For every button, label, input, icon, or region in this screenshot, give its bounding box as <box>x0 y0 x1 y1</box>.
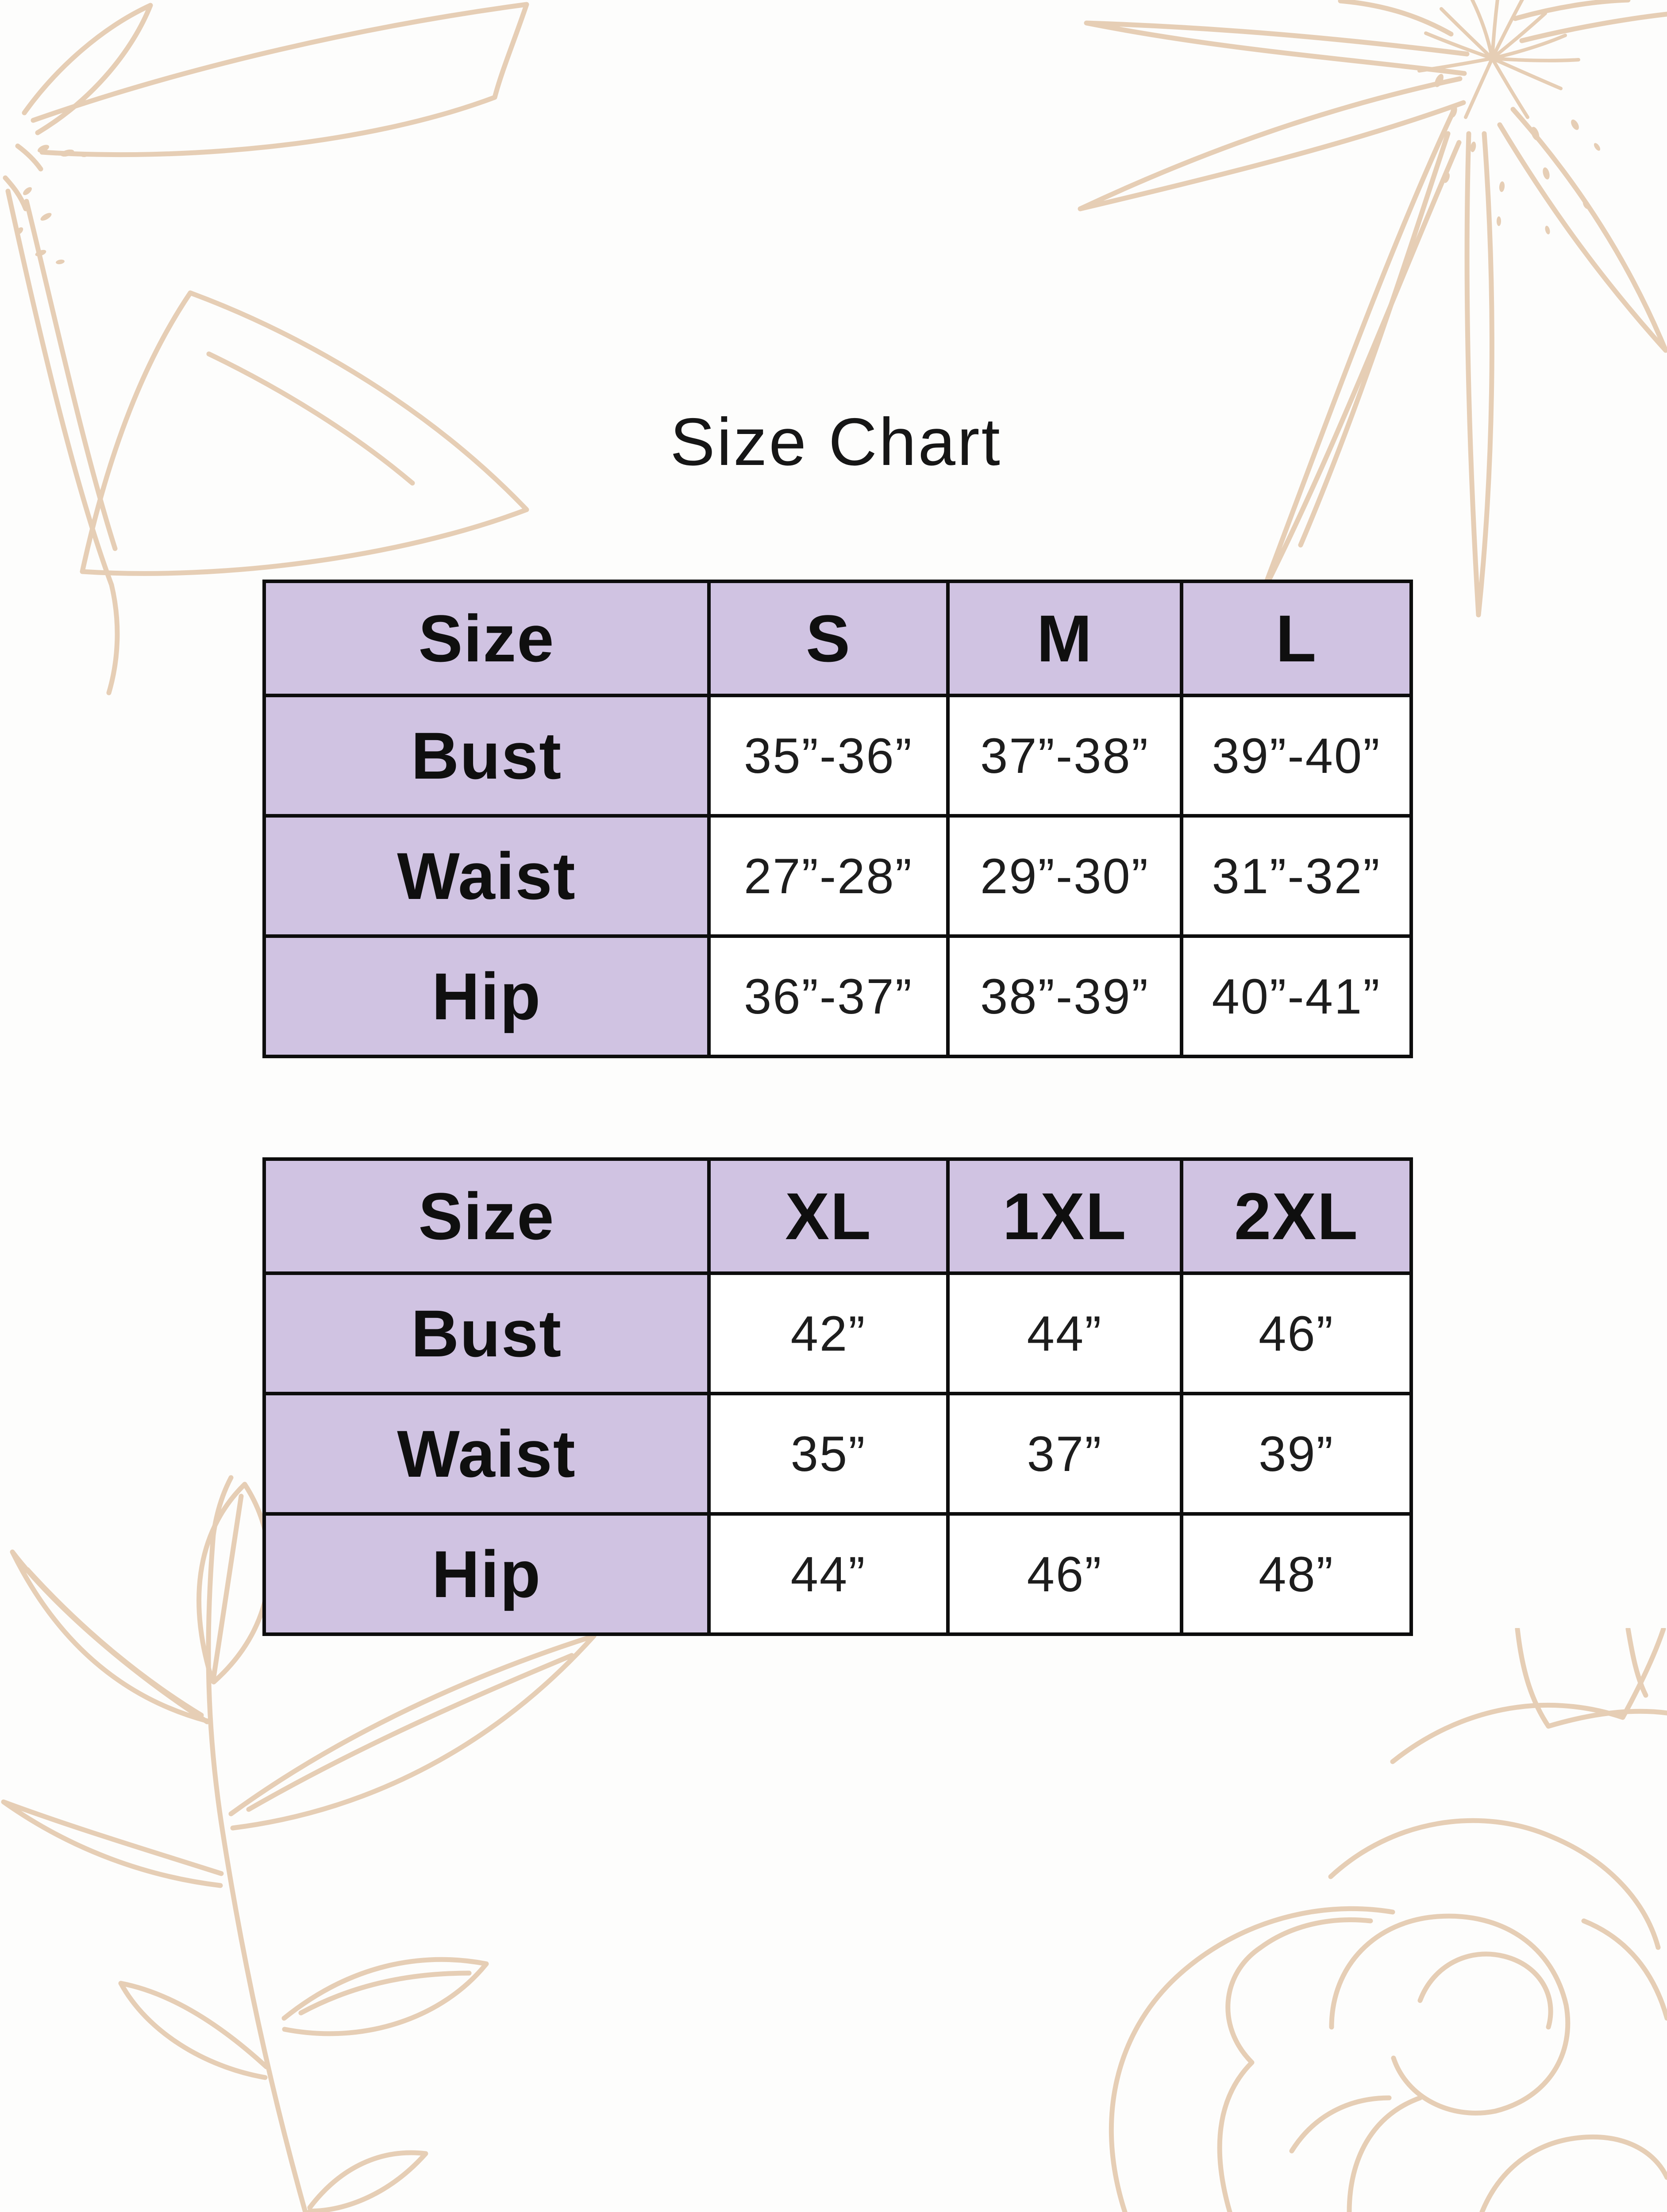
t2-waist-label: Waist <box>262 1392 711 1516</box>
t2-hip-1xl: 46” <box>946 1512 1183 1636</box>
t1-waist-s: 27”-28” <box>707 814 950 938</box>
flower-top-right-decoration-icon <box>1078 0 1667 618</box>
size-chart-table-sml: Size S M L Bust 35”-36” 37”-38” 39”-40” … <box>262 580 1413 1058</box>
t1-bust-l: 39”-40” <box>1180 694 1413 818</box>
t1-header-s: S <box>707 580 950 697</box>
branch-bottom-left-decoration-icon <box>1 1475 597 2212</box>
t1-hip-label: Hip <box>262 934 711 1058</box>
t1-hip-l: 40”-41” <box>1180 934 1413 1058</box>
t2-bust-xl: 42” <box>707 1271 950 1395</box>
table-row: Waist 35” 37” 39” <box>262 1392 1413 1516</box>
page-title: Size Chart <box>670 404 1002 480</box>
t1-bust-label: Bust <box>262 694 711 818</box>
t2-waist-2xl: 39” <box>1180 1392 1413 1516</box>
t2-bust-2xl: 46” <box>1180 1271 1413 1395</box>
t1-bust-m: 37”-38” <box>946 694 1183 818</box>
table-row: Bust 42” 44” 46” <box>262 1271 1413 1395</box>
t2-hip-xl: 44” <box>707 1512 950 1636</box>
t1-hip-s: 36”-37” <box>707 934 950 1058</box>
flower-top-left-decoration-icon <box>3 2 529 695</box>
t1-header-m: M <box>946 580 1183 697</box>
table-row: Size S M L <box>262 580 1413 697</box>
t2-hip-label: Hip <box>262 1512 711 1636</box>
table-row: Waist 27”-28” 29”-30” 31”-32” <box>262 814 1413 938</box>
size-chart-table-xl: Size XL 1XL 2XL Bust 42” 44” 46” Waist 3… <box>262 1157 1413 1636</box>
t1-header-size: Size <box>262 580 711 697</box>
t2-header-1xl: 1XL <box>946 1157 1183 1275</box>
t2-waist-1xl: 37” <box>946 1392 1183 1516</box>
t2-hip-2xl: 48” <box>1180 1512 1413 1636</box>
table-row: Size XL 1XL 2XL <box>262 1157 1413 1275</box>
t1-bust-s: 35”-36” <box>707 694 950 818</box>
t1-header-l: L <box>1180 580 1413 697</box>
table-row: Hip 36”-37” 38”-39” 40”-41” <box>262 934 1413 1058</box>
t1-waist-l: 31”-32” <box>1180 814 1413 938</box>
t1-hip-m: 38”-39” <box>946 934 1183 1058</box>
t2-bust-1xl: 44” <box>946 1271 1183 1395</box>
t2-header-xl: XL <box>707 1157 950 1275</box>
table-row: Hip 44” 46” 48” <box>262 1512 1413 1636</box>
table-row: Bust 35”-36” 37”-38” 39”-40” <box>262 694 1413 818</box>
t2-header-size: Size <box>262 1157 711 1275</box>
t1-waist-m: 29”-30” <box>946 814 1183 938</box>
rose-bottom-right-decoration-icon <box>1109 1628 1667 2212</box>
t2-header-2xl: 2XL <box>1180 1157 1413 1275</box>
t2-waist-xl: 35” <box>707 1392 950 1516</box>
t2-bust-label: Bust <box>262 1271 711 1395</box>
t1-waist-label: Waist <box>262 814 711 938</box>
